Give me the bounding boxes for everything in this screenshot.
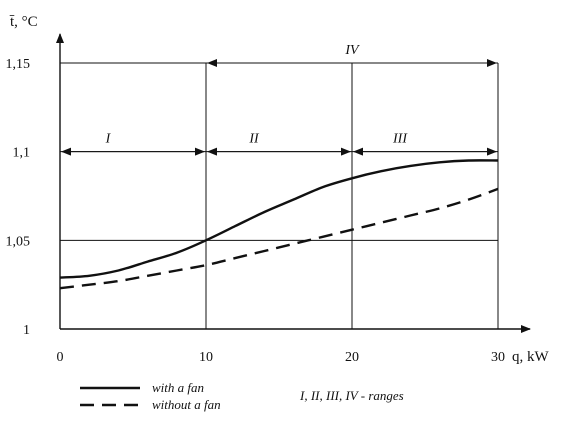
legend-ranges-note: I, II, III, IV - ranges: [299, 388, 404, 403]
series-line-without-fan: [59, 187, 499, 290]
y-tick-label: 1,05: [6, 234, 31, 249]
x-tick-label: 20: [345, 350, 359, 365]
y-tick-label: 1,1: [13, 146, 31, 161]
range-label: II: [248, 132, 260, 147]
grid: [60, 62, 499, 329]
y-tick-label: 1: [23, 323, 30, 338]
range-label: I: [105, 132, 112, 147]
labels-group: 0 10 20 30 1 1,05 1,1 1,15 t̄, °C q, kW: [6, 14, 550, 365]
x-tick-label: 10: [199, 350, 213, 365]
legend-label-without-fan: without a fan: [152, 397, 221, 412]
y-tick-label: 1,15: [6, 57, 31, 72]
x-tick-label: 30: [491, 350, 505, 365]
range-label: IV: [344, 43, 360, 58]
series-group: [59, 159, 499, 290]
series-line-with-fan: [59, 159, 499, 279]
axes: [56, 33, 531, 333]
legend-label-with-fan: with a fan: [152, 380, 204, 395]
x-axis-label: q, kW: [512, 349, 550, 365]
range-label: III: [392, 132, 408, 147]
x-tick-label: 0: [57, 350, 64, 365]
legend: with a fan without a fan I, II, III, IV - …: [80, 380, 404, 412]
y-axis-label: t̄, °C: [9, 14, 38, 30]
